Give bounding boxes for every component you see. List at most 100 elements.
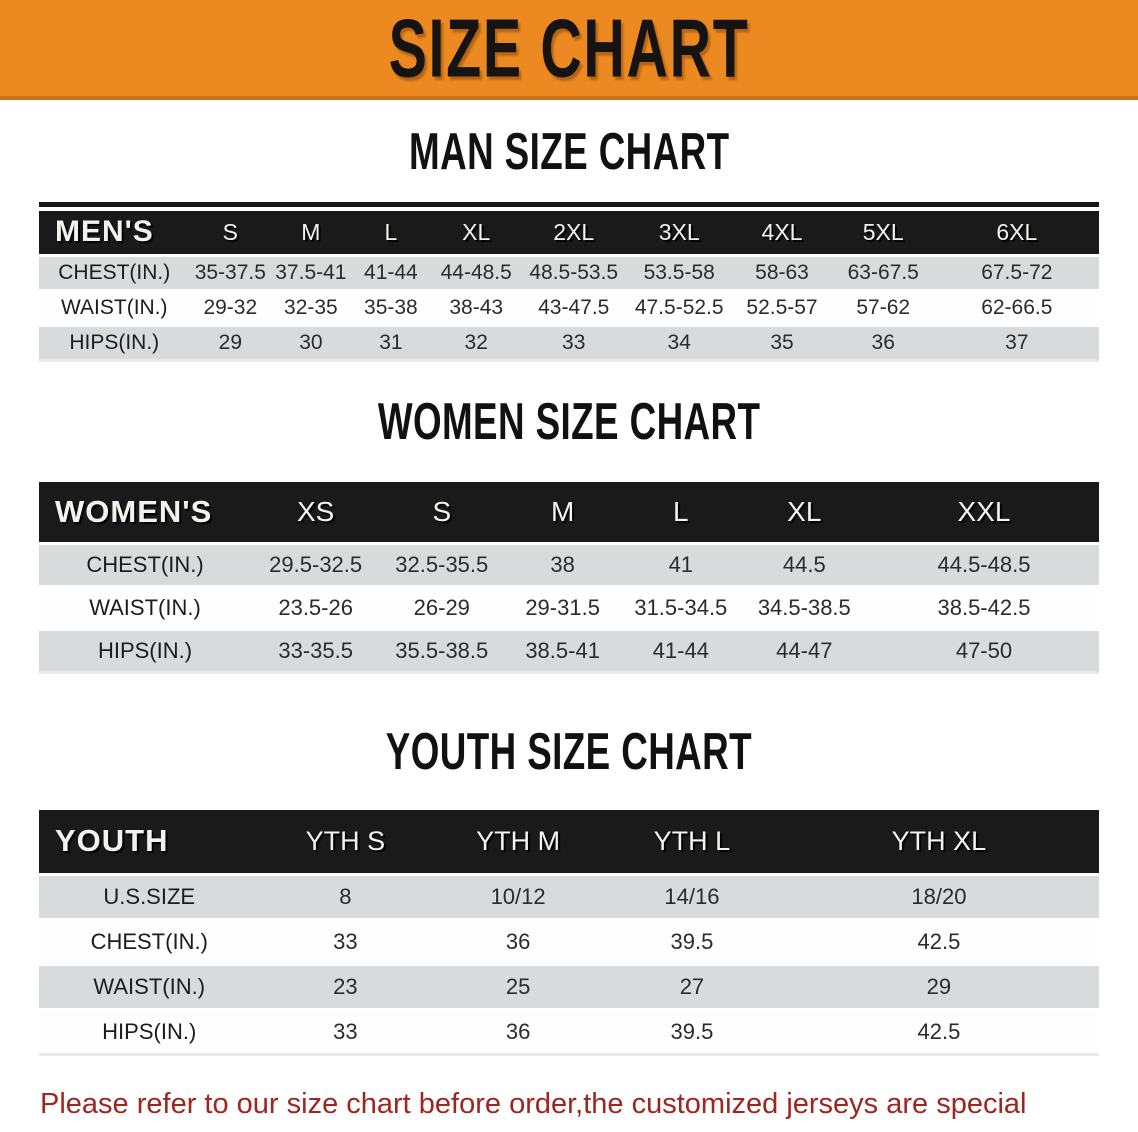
order-disclaimer: Please refer to our size chart before or…: [40, 1080, 1110, 1132]
size-value: 36: [431, 1007, 606, 1056]
size-value: 36: [831, 323, 935, 362]
size-value: 38.5-41: [503, 628, 622, 674]
size-value: 39.5: [605, 917, 779, 964]
group-label: YOUTH: [39, 810, 260, 874]
table-row: CHEST(IN.) 33 36 39.5 42.5: [39, 917, 1099, 964]
measurement-row-label: HIPS(IN.): [39, 323, 190, 362]
size-value: 41-44: [350, 253, 432, 290]
size-value: 38: [503, 542, 622, 587]
size-value: 42.5: [778, 1007, 1099, 1056]
size-value: 44-48.5: [431, 253, 522, 290]
size-value: 67.5-72: [934, 253, 1099, 290]
size-value: 23: [259, 962, 432, 1009]
size-column-header: XXL: [868, 481, 1099, 544]
size-value: 31: [350, 323, 432, 362]
size-value: 36: [431, 917, 606, 964]
size-value: 41: [621, 542, 740, 587]
size-value: 29.5-32.5: [251, 542, 381, 587]
measurement-row-label: WAIST(IN.): [39, 585, 251, 630]
size-value: 26-29: [380, 585, 504, 630]
size-value: 47-50: [868, 628, 1099, 674]
size-value: 29: [189, 323, 272, 362]
size-value: 53.5-58: [626, 253, 733, 290]
measurement-row-label: CHEST(IN.): [39, 917, 260, 964]
table-row: WAIST(IN.) 29-32 32-35 35-38 38-43 43-47.5 47.…: [39, 288, 1099, 325]
table-row: HIPS(IN.) 33 36 39.5 42.5: [39, 1007, 1099, 1056]
size-column-header: 4XL: [732, 211, 832, 255]
size-value: 8: [259, 872, 432, 919]
table-row: HIPS(IN.) 33-35.5 35.5-38.5 38.5-41 41-44 44-…: [39, 628, 1099, 674]
table-row: WAIST(IN.) 23.5-26 26-29 29-31.5 31.5-34.5 34…: [39, 585, 1099, 630]
size-value: 34.5-38.5: [739, 585, 869, 630]
womens-size-table: WOMEN'S XS S M L XL XXL CHEST(IN.) 29.5-32.5 32.5…: [39, 481, 1099, 674]
size-column-header: 3XL: [626, 211, 733, 255]
women-section-title: WOMEN SIZE CHART: [0, 391, 1138, 460]
size-column-header: 5XL: [831, 211, 935, 255]
table-row: WAIST(IN.) 23 25 27 29: [39, 962, 1099, 1009]
youth-size-table: YOUTH YTH S YTH M YTH L YTH XL U.S.SIZE 8 10/12…: [39, 810, 1099, 1056]
measurement-row-label: CHEST(IN.): [39, 542, 251, 587]
size-value: 30: [271, 323, 351, 362]
size-value: 32.5-35.5: [380, 542, 504, 587]
size-value: 29: [778, 962, 1099, 1009]
table-header-row: WOMEN'S XS S M L XL XXL: [39, 481, 1099, 544]
size-value: 29-31.5: [503, 585, 622, 630]
size-value: 52.5-57: [732, 288, 832, 325]
size-value: 35.5-38.5: [380, 628, 504, 674]
size-value: 43-47.5: [521, 288, 627, 325]
table-header-row: YOUTH YTH S YTH M YTH L YTH XL: [39, 810, 1099, 874]
size-value: 37: [934, 323, 1099, 362]
size-value: 39.5: [605, 1007, 779, 1056]
size-value: 38.5-42.5: [868, 585, 1099, 630]
size-column-header: XL: [431, 211, 522, 255]
size-column-header: 6XL: [934, 211, 1099, 255]
youth-section-title: YOUTH SIZE CHART: [0, 721, 1138, 790]
size-value: 33: [521, 323, 627, 362]
group-label: WOMEN'S: [39, 481, 251, 544]
size-value: 63-67.5: [831, 253, 935, 290]
size-column-header: M: [271, 211, 351, 255]
size-column-header: YTH XL: [778, 810, 1099, 874]
size-value: 44-47: [739, 628, 869, 674]
size-column-header: L: [350, 211, 432, 255]
size-column-header: 2XL: [521, 211, 627, 255]
size-value: 23.5-26: [251, 585, 381, 630]
measurement-row-label: WAIST(IN.): [39, 962, 260, 1009]
size-value: 44.5: [739, 542, 869, 587]
table-row: CHEST(IN.) 29.5-32.5 32.5-35.5 38 41 44.5 44.5…: [39, 542, 1099, 587]
measurement-row-label: WAIST(IN.): [39, 288, 190, 325]
size-chart-banner: SIZE CHART: [0, 0, 1138, 100]
size-column-header: YTH S: [259, 810, 432, 874]
size-value: 33: [259, 917, 432, 964]
size-value: 41-44: [621, 628, 740, 674]
size-value: 57-62: [831, 288, 935, 325]
man-section-title: MAN SIZE CHART: [0, 121, 1138, 190]
man-section-title-text: MAN SIZE CHART: [408, 121, 730, 181]
size-column-header: M: [503, 481, 622, 544]
table-row: CHEST(IN.) 35-37.5 37.5-41 41-44 44-48.5 48.5…: [39, 253, 1099, 290]
size-value: 34: [626, 323, 733, 362]
table-header-row: MEN'S S M L XL 2XL 3XL 4XL 5XL 6XL: [39, 211, 1099, 255]
measurement-row-label: HIPS(IN.): [39, 1007, 260, 1056]
size-value: 32: [431, 323, 522, 362]
measurement-row-label: CHEST(IN.): [39, 253, 190, 290]
size-value: 58-63: [732, 253, 832, 290]
size-value: 44.5-48.5: [868, 542, 1099, 587]
youth-section-title-text: YOUTH SIZE CHART: [385, 721, 753, 781]
size-value: 33-35.5: [251, 628, 381, 674]
size-value: 42.5: [778, 917, 1099, 964]
size-value: 33: [259, 1007, 432, 1056]
size-value: 27: [605, 962, 779, 1009]
women-section-title-text: WOMEN SIZE CHART: [377, 391, 761, 450]
table-row: U.S.SIZE 8 10/12 14/16 18/20: [39, 872, 1099, 919]
measurement-row-label: HIPS(IN.): [39, 628, 251, 674]
size-value: 25: [431, 962, 606, 1009]
size-column-header: XS: [251, 481, 381, 544]
size-value: 35-37.5: [189, 253, 272, 290]
table-row: HIPS(IN.) 29 30 31 32 33 34 35 36 37: [39, 323, 1099, 362]
size-value: 14/16: [605, 872, 779, 919]
size-value: 32-35: [271, 288, 351, 325]
size-value: 62-66.5: [934, 288, 1099, 325]
size-value: 48.5-53.5: [521, 253, 627, 290]
size-value: 29-32: [189, 288, 272, 325]
